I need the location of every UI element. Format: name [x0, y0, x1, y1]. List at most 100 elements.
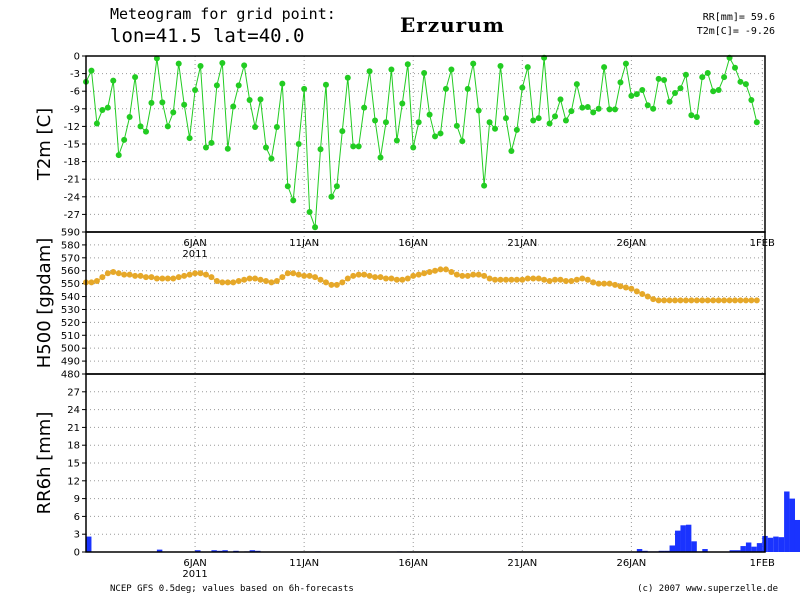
- geopotential-point: [481, 272, 488, 279]
- temperature-point: [382, 119, 389, 126]
- geopotential-point: [475, 271, 482, 278]
- x-tick-label: 26JAN: [616, 558, 646, 569]
- temperature-point: [732, 64, 739, 71]
- geopotential-point: [393, 276, 400, 283]
- temperature-point: [617, 79, 624, 86]
- temperature-point: [426, 111, 433, 118]
- temperature-point: [557, 96, 564, 103]
- geopotential-point: [715, 297, 722, 304]
- y-tick-label: 550: [61, 279, 80, 290]
- precip-total: RR[mm]= 59.6: [702, 12, 775, 23]
- x-tick-label: 16JAN: [398, 238, 428, 249]
- x-tick-sublabel: 2011: [182, 569, 207, 580]
- temperature-point: [628, 92, 635, 99]
- temperature-point: [372, 117, 379, 124]
- temperature-point: [192, 87, 199, 94]
- precip-bar: [249, 550, 256, 552]
- x-tick-label: 16JAN: [398, 558, 428, 569]
- geopotential-point: [612, 281, 619, 288]
- geopotential-point: [284, 270, 291, 277]
- header-title: Meteogram for grid point:: [110, 5, 336, 23]
- geopotential-point: [344, 275, 351, 282]
- geopotential-point: [666, 297, 673, 304]
- temperature-point: [361, 104, 368, 111]
- geopotential-point: [453, 271, 460, 278]
- temperature-point: [110, 77, 117, 84]
- temperature-point: [459, 138, 466, 145]
- temperature-point: [448, 66, 455, 73]
- temperature-point: [99, 106, 106, 113]
- temperature-point: [546, 120, 553, 127]
- temperature-point: [562, 117, 569, 124]
- temperature-point: [584, 104, 591, 111]
- y-tick-label: 6: [74, 512, 80, 523]
- geopotential-point: [710, 297, 717, 304]
- temperature-point: [137, 123, 144, 130]
- geopotential-point: [464, 272, 471, 279]
- geopotential-point: [595, 280, 602, 287]
- geopotential-point: [508, 276, 515, 283]
- precip-bar: [794, 519, 800, 552]
- geopotential-point: [682, 297, 689, 304]
- geopotential-point: [115, 270, 122, 277]
- geopotential-point: [366, 272, 373, 279]
- geopotential-point: [748, 297, 755, 304]
- geopotential-point: [219, 279, 226, 286]
- temperature-point: [606, 106, 613, 113]
- temperature-point: [492, 125, 499, 132]
- geopotential-point: [459, 272, 466, 279]
- temperature-point: [235, 82, 242, 89]
- geopotential-point: [290, 270, 297, 277]
- geopotential-point: [677, 297, 684, 304]
- temperature-point: [437, 130, 444, 137]
- x-tick-label: 21JAN: [507, 558, 537, 569]
- geopotential-point: [721, 297, 728, 304]
- temperature-point: [170, 109, 177, 116]
- y-tick-label: -12: [64, 122, 80, 133]
- precip-bar: [669, 545, 676, 552]
- geopotential-point: [492, 276, 499, 283]
- precip-bar: [691, 541, 697, 552]
- geopotential-point: [633, 288, 640, 295]
- temperature-point: [410, 144, 417, 151]
- precip-bar: [222, 550, 228, 552]
- temperature-point: [279, 80, 286, 87]
- temperature-point: [230, 103, 237, 110]
- precip-bar: [773, 536, 779, 552]
- x-tick-label: 1FEB: [750, 238, 775, 249]
- geopotential-point: [601, 280, 608, 287]
- geopotential-point: [421, 270, 428, 277]
- geopotential-point: [573, 276, 580, 283]
- temperature-point: [721, 74, 728, 81]
- temperature-point: [672, 89, 679, 96]
- temperature-point: [328, 193, 335, 200]
- precip-bar: [702, 549, 708, 552]
- y-tick-label: 590: [61, 228, 80, 239]
- temperature-point: [268, 155, 275, 162]
- temperature-point: [153, 55, 160, 62]
- geopotential-point: [262, 278, 269, 285]
- temperature-point: [475, 107, 482, 114]
- footer-copyright: (c) 2007 www.superzelle.de: [637, 584, 778, 594]
- geopotential-point: [230, 279, 237, 286]
- temperature-point: [121, 136, 128, 143]
- temperature-point: [688, 112, 695, 119]
- geopotential-point: [159, 275, 166, 282]
- geopotential-point: [693, 297, 700, 304]
- temperature-point: [579, 104, 586, 111]
- geopotential-point: [372, 274, 379, 281]
- temperature-point: [590, 109, 597, 116]
- geopotential-point: [317, 276, 324, 283]
- geopotential-point: [639, 290, 646, 297]
- y-axis-label: T2m [C]: [34, 108, 55, 181]
- temperature-point: [442, 85, 449, 92]
- y-tick-label: -21: [64, 175, 80, 186]
- temperature-point: [464, 85, 471, 92]
- temperature-point: [322, 81, 329, 88]
- precip-bar: [767, 537, 774, 552]
- geopotential-point: [568, 278, 575, 285]
- geopotential-point: [655, 297, 662, 304]
- geopotential-point: [486, 275, 493, 282]
- temperature-point: [530, 117, 537, 124]
- temperature-point: [306, 209, 313, 216]
